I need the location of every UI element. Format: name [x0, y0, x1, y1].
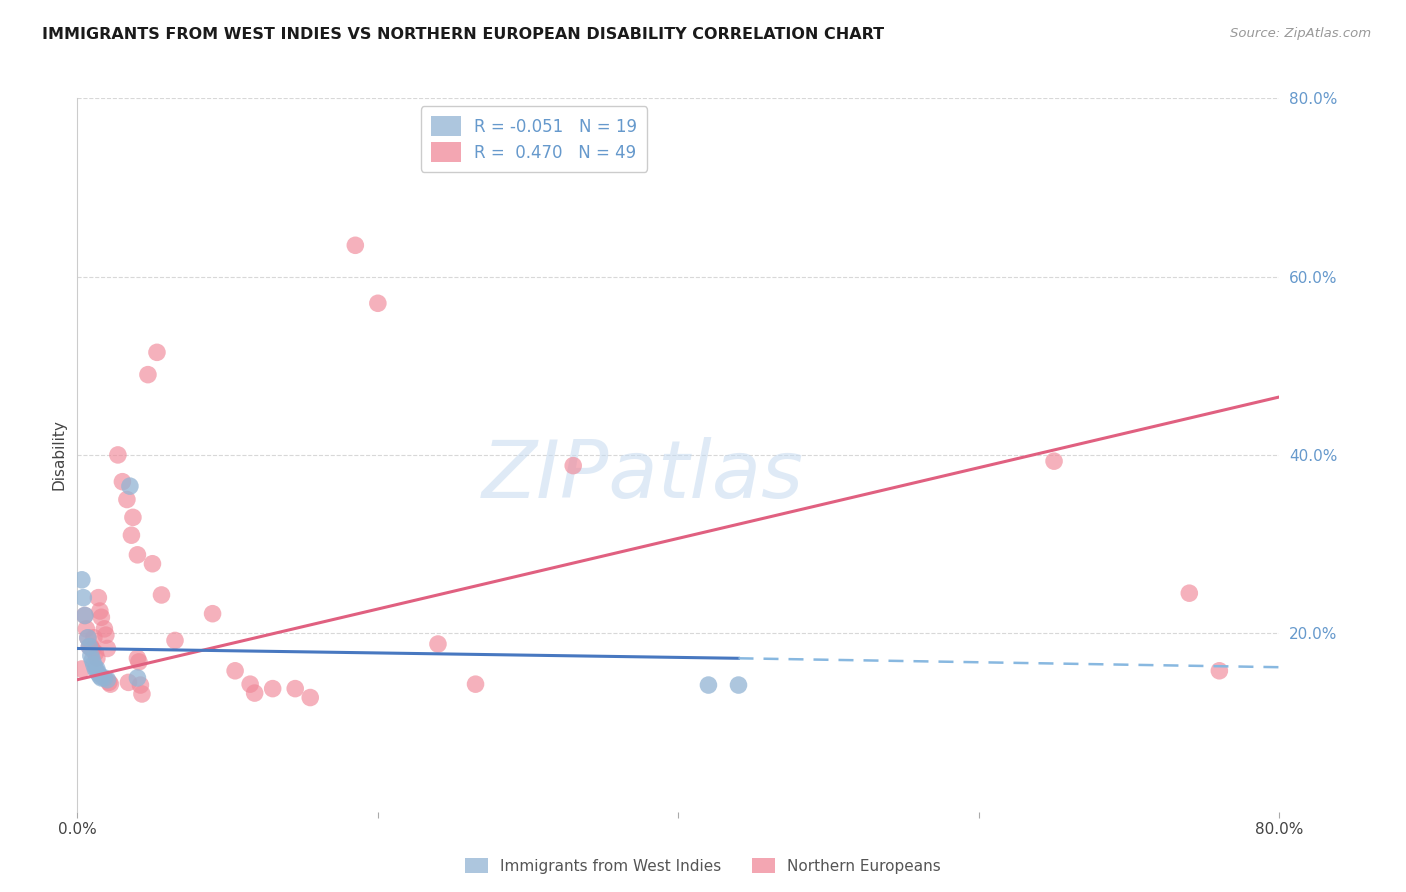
Point	[80, 640, 103, 654]
Point	[70, 662, 93, 676]
Text: Source: ZipAtlas.com: Source: ZipAtlas.com	[1230, 27, 1371, 40]
Point	[73, 608, 96, 623]
Point	[224, 664, 246, 678]
Point	[727, 678, 749, 692]
Point	[96, 641, 118, 656]
Point	[262, 681, 284, 696]
Point	[118, 479, 141, 493]
Point	[122, 510, 145, 524]
Point	[127, 651, 149, 665]
Y-axis label: Disability: Disability	[51, 419, 66, 491]
Point	[201, 607, 224, 621]
Point	[107, 448, 129, 462]
Point	[80, 648, 103, 663]
Point	[89, 669, 111, 683]
Point	[243, 686, 266, 700]
Point	[82, 653, 104, 667]
Point	[73, 608, 96, 623]
Point	[96, 673, 118, 687]
Point	[117, 675, 139, 690]
Text: IMMIGRANTS FROM WEST INDIES VS NORTHERN EUROPEAN DISABILITY CORRELATION CHART: IMMIGRANTS FROM WEST INDIES VS NORTHERN …	[42, 27, 884, 42]
Point	[76, 631, 98, 645]
Point	[163, 633, 186, 648]
Point	[93, 622, 115, 636]
Point	[87, 591, 110, 605]
Point	[72, 591, 94, 605]
Point	[427, 637, 450, 651]
Point	[150, 588, 173, 602]
Point	[83, 631, 105, 645]
Point	[84, 662, 107, 676]
Point	[284, 681, 307, 696]
Point	[464, 677, 486, 691]
Point	[70, 573, 93, 587]
Point	[115, 492, 138, 507]
Point	[146, 345, 169, 359]
Point	[79, 640, 101, 654]
Point	[1043, 454, 1066, 468]
Legend: R = -0.051   N = 19, R =  0.470   N = 49: R = -0.051 N = 19, R = 0.470 N = 49	[420, 106, 647, 171]
Point	[82, 642, 104, 657]
Point	[1208, 664, 1230, 678]
Point	[239, 677, 262, 691]
Point	[120, 528, 142, 542]
Point	[344, 238, 367, 252]
Point	[90, 671, 112, 685]
Point	[84, 646, 107, 660]
Point	[93, 671, 115, 685]
Point	[127, 671, 149, 685]
Point	[367, 296, 389, 310]
Point	[89, 604, 111, 618]
Point	[76, 631, 98, 645]
Point	[75, 622, 97, 636]
Point	[299, 690, 322, 705]
Point	[1178, 586, 1201, 600]
Point	[136, 368, 159, 382]
Point	[128, 655, 150, 669]
Point	[141, 557, 163, 571]
Point	[697, 678, 720, 692]
Point	[86, 662, 108, 676]
Point	[87, 666, 110, 681]
Text: ZIPatlas: ZIPatlas	[481, 437, 803, 516]
Point	[90, 610, 112, 624]
Point	[79, 640, 101, 654]
Point	[129, 678, 152, 692]
Point	[83, 657, 105, 672]
Point	[94, 628, 117, 642]
Point	[562, 458, 585, 473]
Point	[111, 475, 134, 489]
Point	[100, 677, 122, 691]
Point	[86, 651, 108, 665]
Legend: Immigrants from West Indies, Northern Europeans: Immigrants from West Indies, Northern Eu…	[458, 852, 948, 880]
Point	[131, 687, 153, 701]
Point	[127, 548, 149, 562]
Point	[97, 675, 120, 690]
